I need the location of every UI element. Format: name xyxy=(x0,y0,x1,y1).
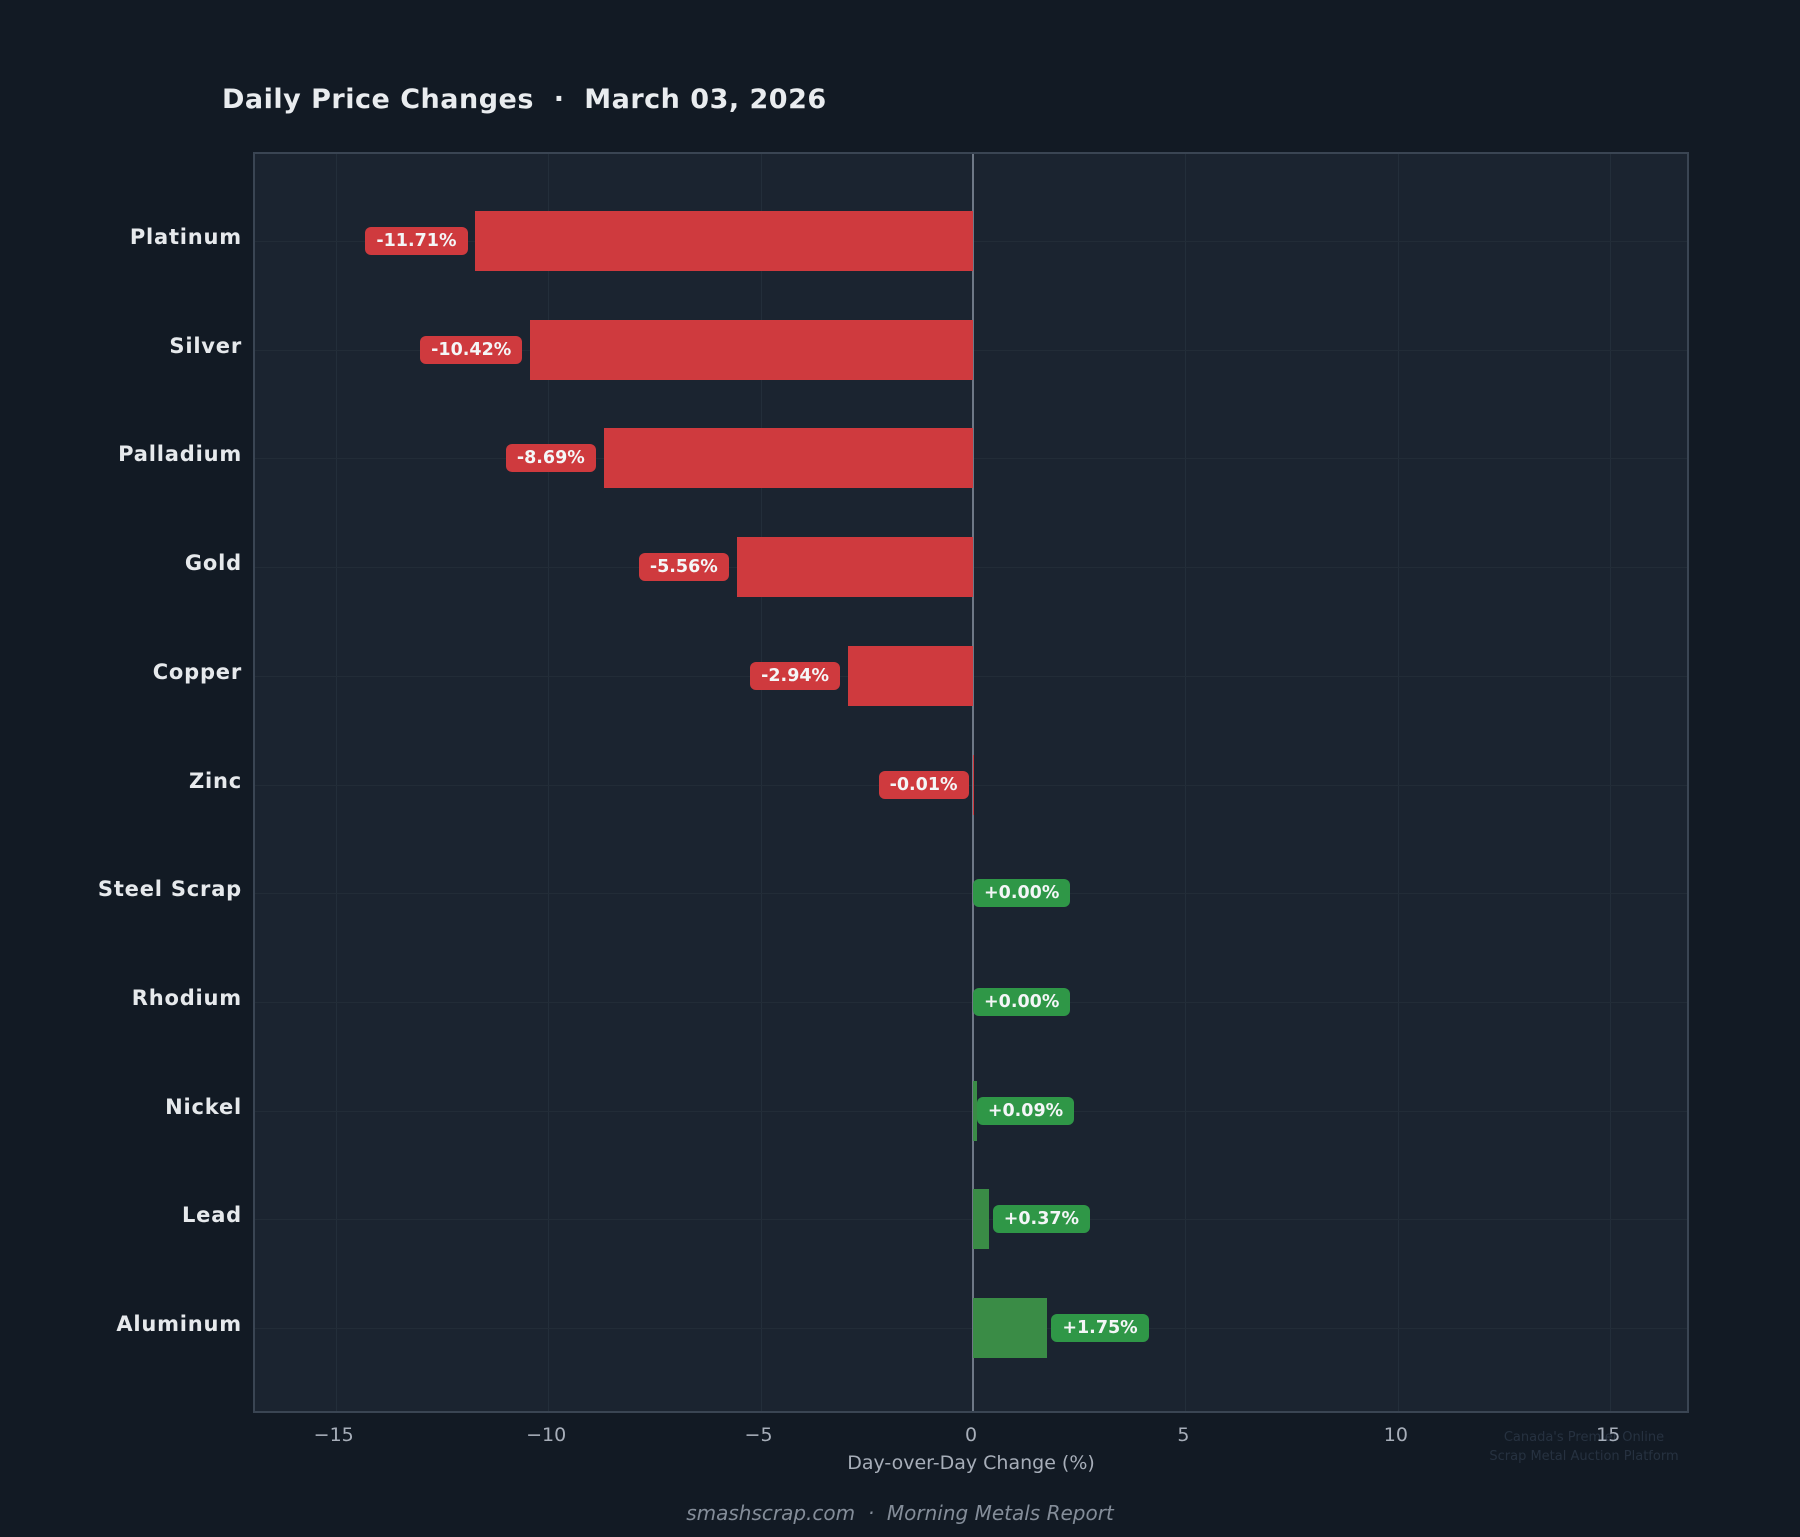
bar-aluminum xyxy=(973,1298,1048,1358)
y-label-platinum: Platinum xyxy=(129,225,242,249)
y-label-lead: Lead xyxy=(181,1203,242,1228)
y-label-steel-scrap: Steel Scrap xyxy=(97,877,242,902)
watermark-text: Canada's Premier Online Scrap Metal Auct… xyxy=(1434,1428,1734,1466)
vertical-gridline xyxy=(335,154,337,1411)
x-tick-10: 10 xyxy=(1383,1424,1408,1446)
y-label-palladium: Palladium xyxy=(118,442,242,467)
vertical-gridline xyxy=(1185,154,1187,1411)
horizontal-gridline xyxy=(255,1328,1687,1329)
x-tick--5: −5 xyxy=(744,1424,773,1446)
y-label-rhodium: Rhodium xyxy=(131,985,242,1010)
value-badge-rhodium: +0.00% xyxy=(973,987,1071,1016)
watermark-line-2: Scrap Metal Auction Platform xyxy=(1489,1449,1679,1464)
value-badge-silver: -10.42% xyxy=(420,335,523,364)
chart-title: Daily Price Changes · March 03, 2026 xyxy=(222,84,827,115)
bar-lead xyxy=(973,1189,989,1250)
value-badge-palladium: -8.69% xyxy=(505,444,596,473)
y-label-silver: Silver xyxy=(169,333,242,358)
value-badge-lead: +0.37% xyxy=(992,1205,1091,1234)
x-tick--10: −10 xyxy=(526,1424,567,1446)
horizontal-gridline xyxy=(255,893,1687,895)
horizontal-gridline xyxy=(255,1110,1687,1112)
value-badge-gold: -5.56% xyxy=(638,553,729,582)
horizontal-gridline xyxy=(255,1219,1687,1221)
bar-palladium xyxy=(603,428,973,489)
x-tick-15: 15 xyxy=(1596,1424,1621,1446)
vertical-gridline xyxy=(1397,154,1399,1411)
horizontal-gridline xyxy=(255,784,1687,786)
y-label-zinc: Zinc xyxy=(188,768,242,793)
x-tick--15: −15 xyxy=(313,1424,354,1446)
vertical-gridline xyxy=(1610,154,1612,1411)
plot-area: -11.71% -10.42% -8.69% -5.56% -2.94% -0.01% +0… xyxy=(253,152,1689,1413)
bar-platinum xyxy=(475,211,973,271)
x-tick-0: 0 xyxy=(964,1424,978,1446)
y-label-copper: Copper xyxy=(152,659,242,684)
horizontal-gridline xyxy=(255,1001,1687,1003)
value-badge-copper: -2.94% xyxy=(750,661,841,690)
x-axis-title: Day-over-Day Change (%) xyxy=(847,1452,1095,1474)
value-badge-zinc: -0.01% xyxy=(878,770,969,799)
value-badge-platinum: -11.71% xyxy=(365,227,468,255)
vertical-gridline xyxy=(760,154,762,1411)
watermark-line-1: Canada's Premier Online xyxy=(1503,1430,1665,1445)
value-badge-aluminum: +1.75% xyxy=(1051,1314,1149,1342)
value-badge-nickel: +0.09% xyxy=(976,1096,1075,1125)
bar-silver xyxy=(530,319,973,380)
zero-baseline xyxy=(972,154,974,1411)
vertical-gridline xyxy=(548,154,550,1411)
x-tick-5: 5 xyxy=(1177,1424,1190,1446)
value-badge-steel-scrap: +0.00% xyxy=(973,879,1071,908)
bar-gold xyxy=(736,537,973,598)
bar-copper xyxy=(848,645,973,706)
bar-nickel xyxy=(973,1080,977,1141)
y-label-gold: Gold xyxy=(184,551,242,576)
footer-credit: smashscrap.com · Morning Metals Report xyxy=(686,1501,1114,1525)
y-label-aluminum: Aluminum xyxy=(116,1312,242,1336)
y-label-nickel: Nickel xyxy=(165,1094,242,1119)
